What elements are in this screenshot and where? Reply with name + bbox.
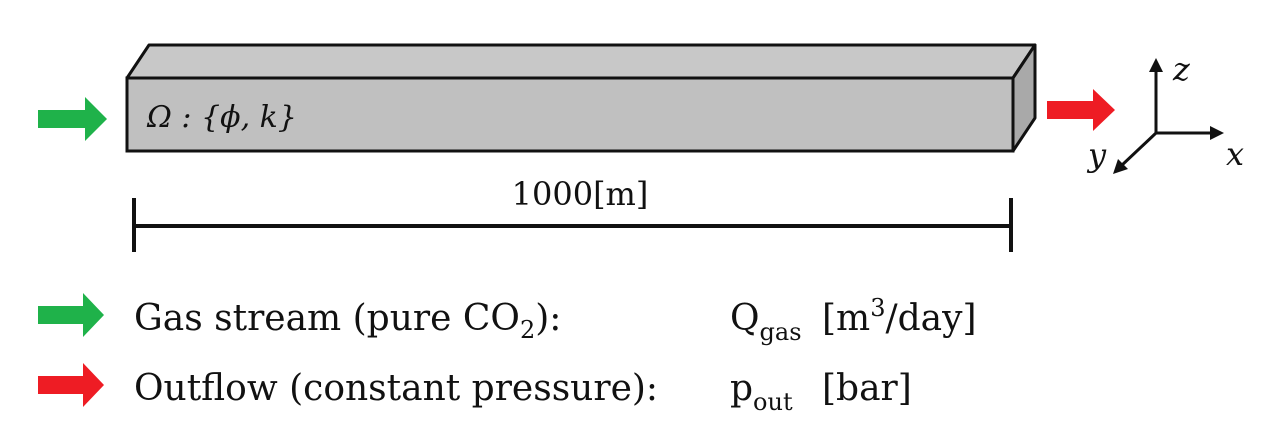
legend-outflow-text: Outflow (constant pressure): — [134, 368, 658, 409]
legend-inflow-unit-sup: 3 — [870, 294, 885, 322]
inflow-arrow-icon — [38, 97, 107, 141]
legend-inflow-text: Gas stream (pure CO2): — [134, 298, 561, 344]
outflow-arrow-icon — [1047, 89, 1115, 131]
y-axis-line — [1119, 131, 1158, 168]
x-axis-arrowhead-icon — [1210, 126, 1224, 140]
legend-inflow-arrow-icon — [38, 293, 104, 337]
legend-outflow: Outflow (constant pressure): pout [bar] — [38, 363, 912, 416]
legend-inflow: Gas stream (pure CO2): Qgas [m3/day] — [38, 293, 977, 346]
coordinate-axes — [1113, 58, 1224, 174]
legend-inflow-unit-pre: [m — [822, 298, 870, 339]
axis-label-x: x — [1226, 135, 1244, 173]
y-axis-arrowhead-icon — [1113, 159, 1128, 174]
domain-beam: Ω : {ϕ, k} — [125, 43, 1037, 153]
z-axis-arrowhead-icon — [1149, 58, 1163, 72]
legend-inflow-unit: [m3/day] — [822, 294, 977, 339]
domain-label: Ω : {ϕ, k} — [146, 100, 297, 135]
legend-outflow-symbol-sub: out — [753, 388, 793, 416]
axis-label-y: y — [1086, 136, 1107, 174]
legend-inflow-symbol: Qgas — [730, 298, 802, 346]
legend-inflow-text-post: ): — [535, 298, 561, 339]
legend-inflow-unit-post: /day] — [885, 298, 976, 339]
legend-inflow-symbol-sub: gas — [760, 318, 802, 346]
legend-inflow-text-pre: Gas stream (pure CO — [134, 298, 520, 339]
legend-inflow-symbol-main: Q — [730, 298, 760, 339]
length-dimension-bar — [132, 198, 1013, 252]
legend-outflow-arrow-icon — [38, 363, 104, 407]
axis-label-z: z — [1172, 50, 1191, 88]
legend-outflow-symbol-main: p — [730, 368, 753, 409]
beam-front-face — [125, 76, 1015, 153]
legend-outflow-symbol: pout — [730, 368, 793, 416]
legend-outflow-unit: [bar] — [822, 368, 912, 409]
legend-inflow-text-sub: 2 — [520, 316, 535, 344]
length-label: 1000[m] — [512, 175, 649, 213]
beam-top-face — [125, 43, 1037, 80]
